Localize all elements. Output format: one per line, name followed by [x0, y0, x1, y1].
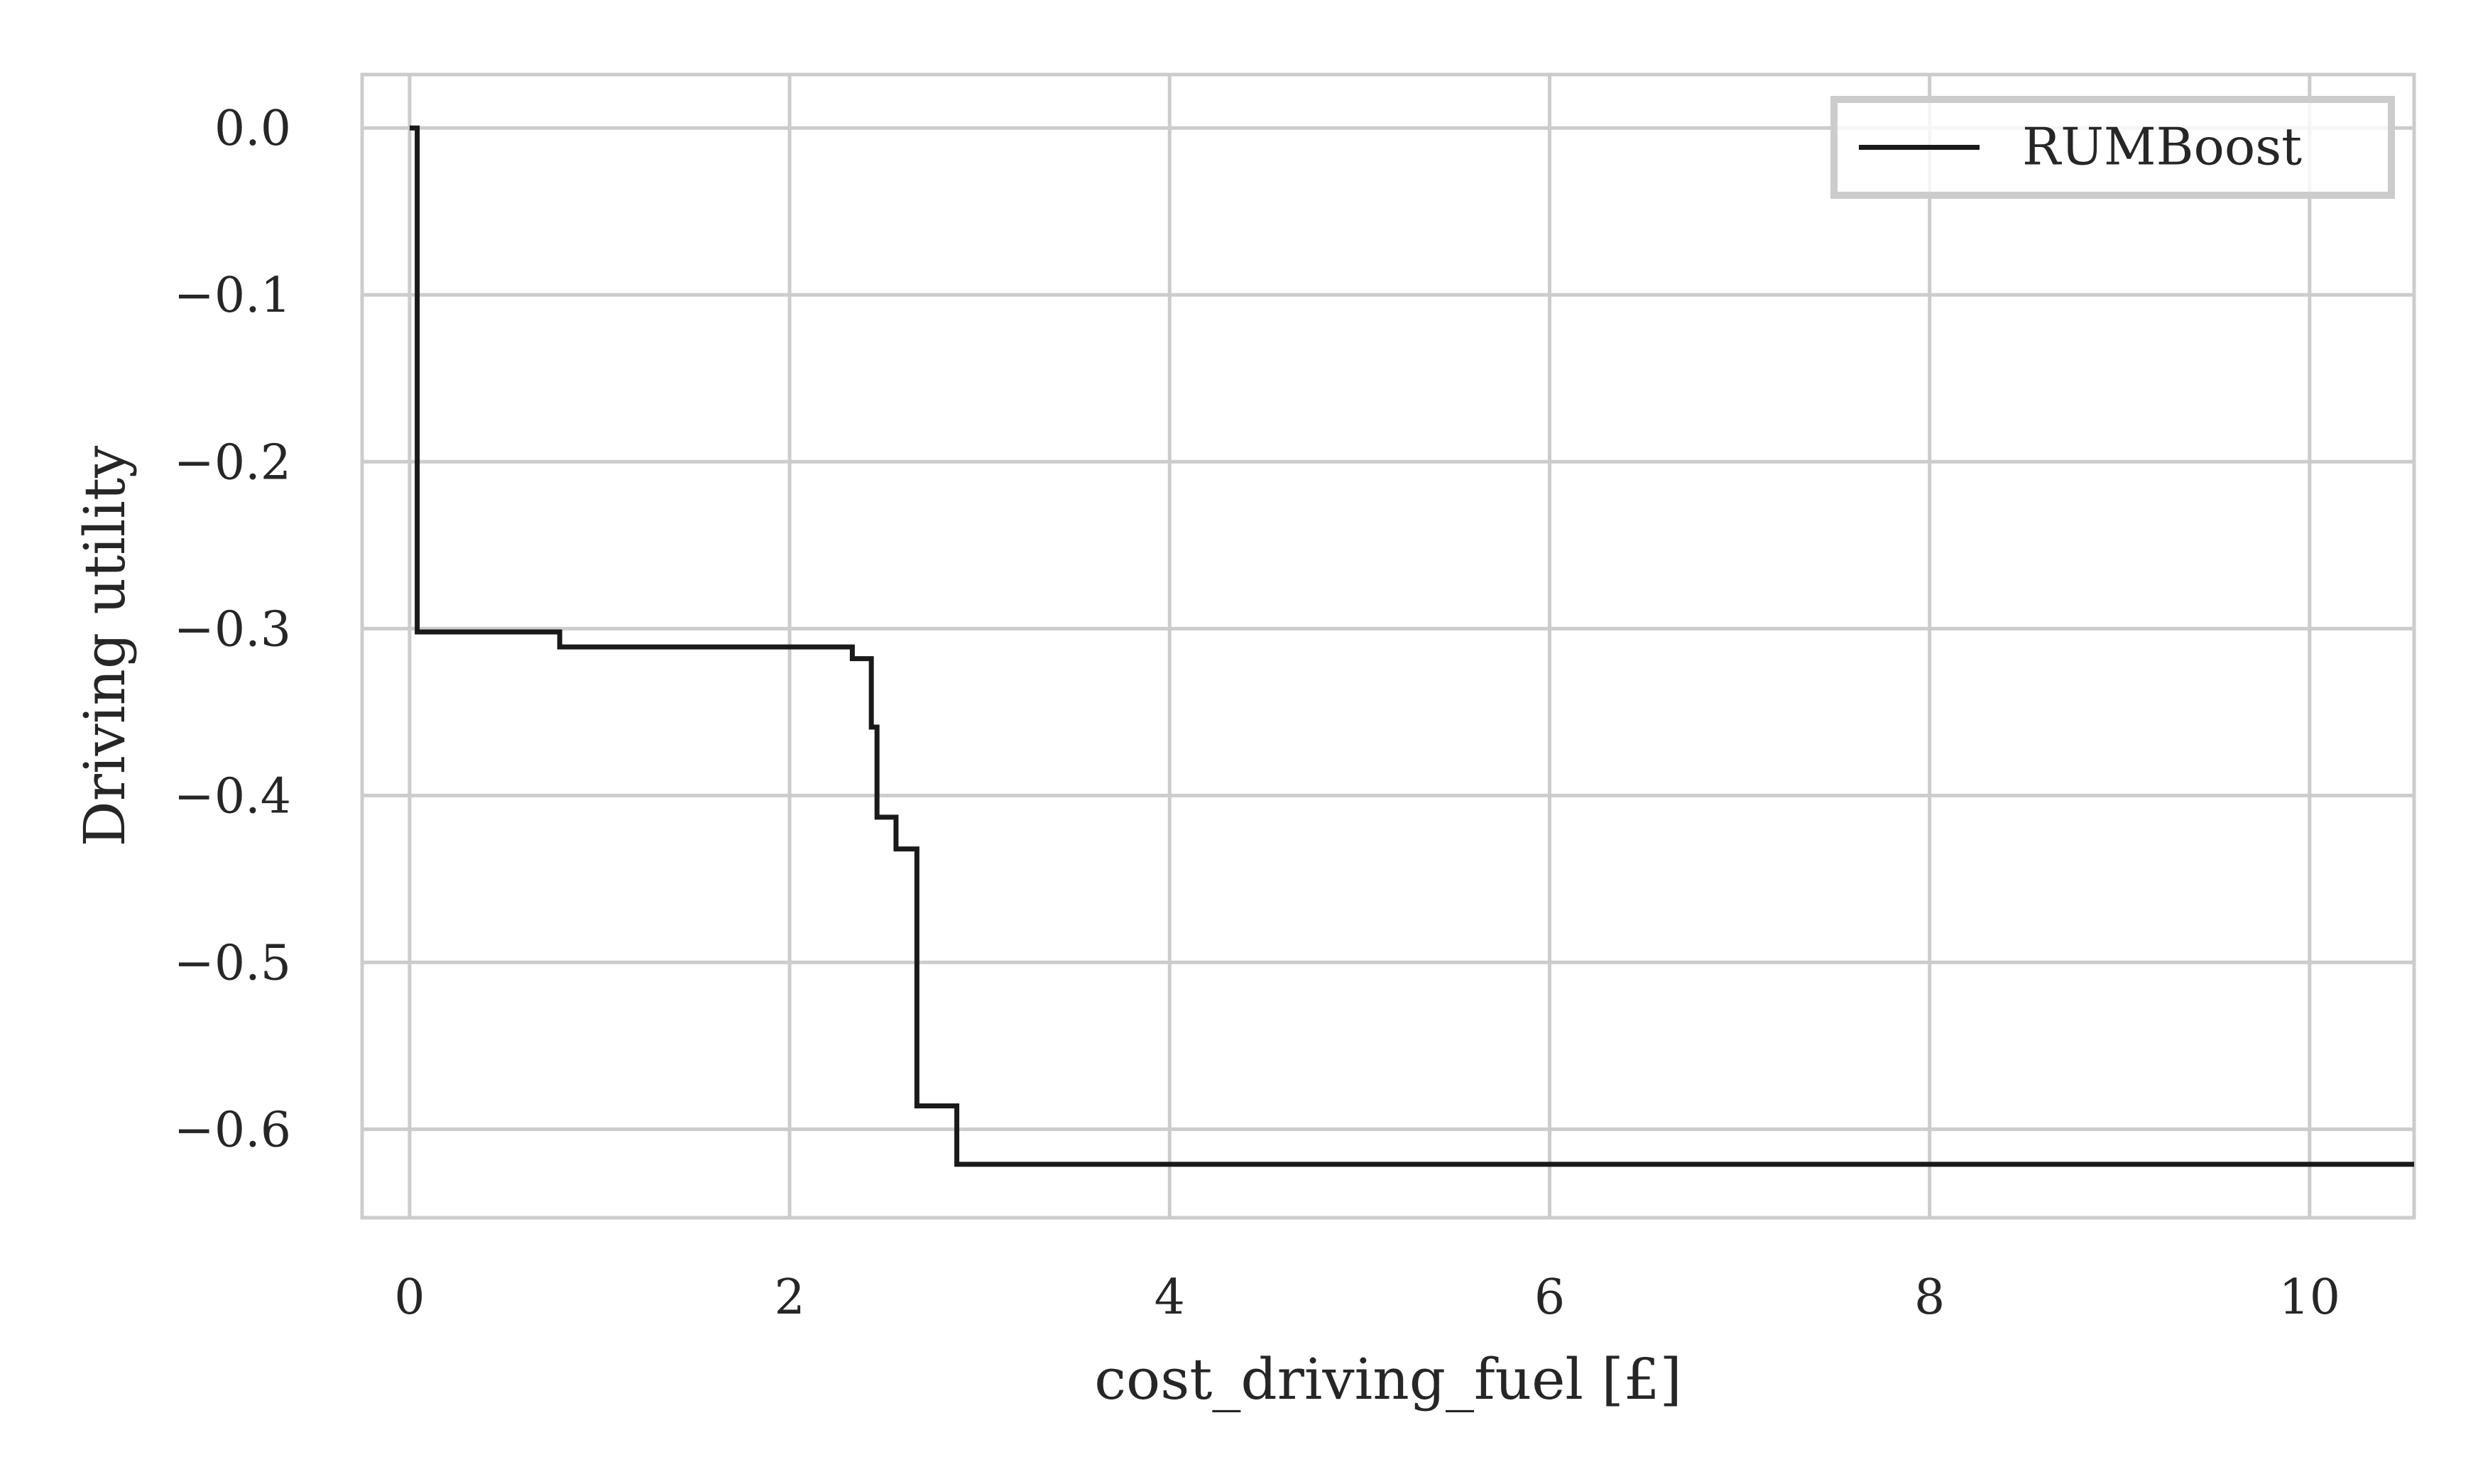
- legend: RUMBoost: [1830, 96, 2395, 199]
- legend-label-rumboost: RUMBoost: [2022, 117, 2302, 177]
- y-tick-label: −0.2: [174, 435, 291, 491]
- plot-frame: [360, 72, 2416, 1220]
- x-axis-label: cost_driving_fuel [£]: [1094, 1346, 1682, 1412]
- x-tick-label: 6: [1534, 1270, 1565, 1326]
- x-tick-label: 0: [394, 1270, 425, 1326]
- y-tick-label: −0.6: [174, 1102, 291, 1158]
- grid: [362, 75, 2414, 1218]
- y-tick-label: −0.4: [174, 768, 291, 824]
- x-tick-label: 4: [1155, 1270, 1185, 1326]
- x-tick-label: 2: [774, 1270, 804, 1326]
- y-tick-label: −0.1: [174, 268, 291, 324]
- x-tick-label: 8: [1914, 1270, 1945, 1326]
- x-ticks: 0 2 4 6 8 10: [394, 1270, 2340, 1326]
- series-line-rumboost: [409, 125, 2414, 1167]
- y-tick-label: 0.0: [214, 101, 291, 157]
- x-tick-label: 10: [2279, 1270, 2341, 1326]
- series: [409, 125, 2414, 1167]
- y-tick-label: −0.3: [174, 601, 291, 658]
- y-tick-label: −0.5: [174, 935, 291, 991]
- y-ticks: 0.0 −0.1 −0.2 −0.3 −0.4 −0.5 −0.6: [174, 101, 291, 1158]
- y-axis-label: Driving utility: [72, 446, 138, 847]
